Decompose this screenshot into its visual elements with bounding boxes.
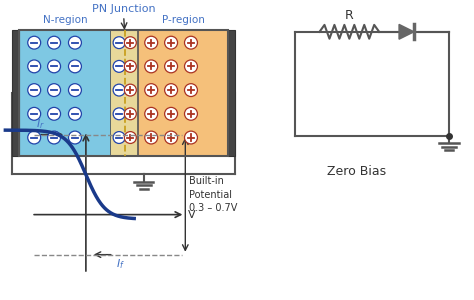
Text: Built-in
Potential
0.3 – 0.7V: Built-in Potential 0.3 – 0.7V bbox=[189, 176, 237, 213]
Circle shape bbox=[113, 108, 125, 120]
Circle shape bbox=[69, 84, 82, 97]
Circle shape bbox=[28, 84, 41, 97]
Circle shape bbox=[145, 36, 158, 49]
Circle shape bbox=[184, 84, 198, 97]
Text: $I_f$: $I_f$ bbox=[116, 258, 125, 272]
Circle shape bbox=[145, 107, 158, 120]
Circle shape bbox=[69, 60, 82, 73]
Circle shape bbox=[124, 61, 137, 72]
Circle shape bbox=[28, 36, 41, 49]
Circle shape bbox=[47, 131, 61, 144]
Circle shape bbox=[47, 107, 61, 120]
Text: $I_r$: $I_r$ bbox=[36, 117, 45, 130]
Circle shape bbox=[124, 132, 137, 143]
Circle shape bbox=[113, 132, 125, 143]
Text: P-region: P-region bbox=[162, 15, 205, 25]
Bar bbox=[19, 30, 111, 156]
Bar bbox=[228, 30, 235, 156]
Circle shape bbox=[28, 60, 41, 73]
Circle shape bbox=[184, 60, 198, 73]
Circle shape bbox=[164, 84, 178, 97]
Text: V: V bbox=[188, 210, 196, 220]
Circle shape bbox=[47, 60, 61, 73]
Circle shape bbox=[184, 107, 198, 120]
Circle shape bbox=[113, 37, 125, 49]
Circle shape bbox=[69, 131, 82, 144]
Text: PN Junction: PN Junction bbox=[92, 4, 155, 14]
Circle shape bbox=[28, 131, 41, 144]
Circle shape bbox=[124, 108, 137, 120]
Circle shape bbox=[164, 60, 178, 73]
Circle shape bbox=[164, 107, 178, 120]
Circle shape bbox=[164, 131, 178, 144]
Circle shape bbox=[145, 131, 158, 144]
Circle shape bbox=[124, 37, 137, 49]
Circle shape bbox=[184, 131, 198, 144]
Text: N-region: N-region bbox=[43, 15, 88, 25]
Circle shape bbox=[145, 60, 158, 73]
Text: Zero Bias: Zero Bias bbox=[327, 165, 386, 178]
Circle shape bbox=[69, 107, 82, 120]
Bar bbox=[138, 30, 228, 156]
Bar bbox=[111, 30, 138, 156]
Circle shape bbox=[113, 61, 125, 72]
Circle shape bbox=[145, 84, 158, 97]
Circle shape bbox=[47, 36, 61, 49]
Circle shape bbox=[113, 84, 125, 96]
Circle shape bbox=[164, 36, 178, 49]
Circle shape bbox=[47, 84, 61, 97]
Circle shape bbox=[28, 107, 41, 120]
Circle shape bbox=[69, 36, 82, 49]
Circle shape bbox=[184, 36, 198, 49]
Polygon shape bbox=[399, 24, 414, 39]
Bar bbox=[19, 30, 228, 156]
Circle shape bbox=[124, 84, 137, 96]
Text: R: R bbox=[345, 9, 354, 22]
Bar bbox=[12, 30, 19, 156]
